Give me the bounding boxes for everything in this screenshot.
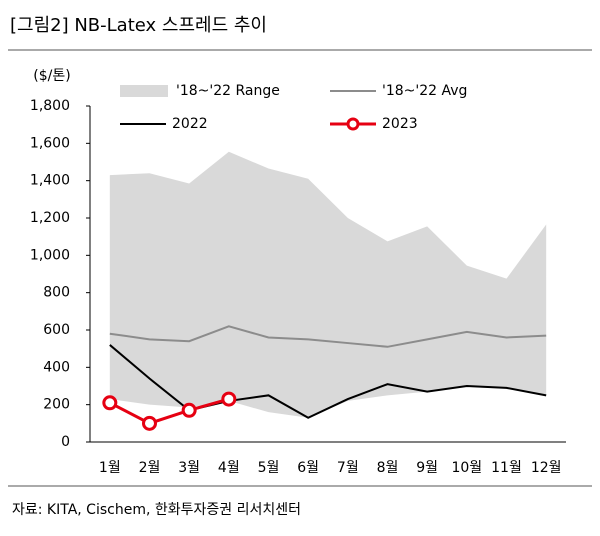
y-tick-label: 200	[43, 397, 70, 413]
point	[181, 402, 197, 418]
x-tick-label: 12월	[531, 460, 562, 476]
source: 자료: KITA, Cischem, 한화투자증권 리서치센터	[12, 502, 301, 518]
legend-swatch	[120, 85, 168, 97]
y-tick-label: 1,800	[30, 98, 70, 114]
x-tick-label: 9월	[416, 460, 438, 476]
y-tick-label: 1,400	[30, 173, 70, 189]
legend-label: '18~'22 Range	[176, 83, 280, 99]
x-tick-label: 2월	[139, 460, 161, 476]
point	[142, 415, 157, 431]
x-tick-label: 3월	[178, 460, 200, 476]
x-tick-label: 4월	[218, 460, 240, 476]
x-tick-label: 7월	[337, 460, 359, 476]
x-tick-label: 11월	[491, 460, 522, 476]
y-tick-label: 400	[43, 359, 70, 375]
x-tick-label: 8월	[377, 460, 399, 476]
range-area	[109, 151, 547, 418]
chart-title: [그림2] NB-Latex 스프레드 추이	[10, 15, 267, 36]
x-tick-label: 10월	[451, 460, 482, 476]
y-tick-label: 1,200	[30, 210, 70, 226]
y-axis-label: ($/톤)	[33, 68, 70, 84]
legend-label: 2022	[172, 116, 208, 132]
y-tick-label: 1,000	[30, 247, 70, 263]
point	[102, 395, 118, 411]
series-line	[109, 397, 230, 425]
y-tick-label: 800	[43, 285, 70, 301]
series-line	[109, 325, 547, 348]
y-tick-label: 600	[43, 322, 70, 338]
x-tick-label: 1월	[99, 460, 121, 476]
legend-label: '18~'22 Avg	[382, 83, 467, 99]
y-tick-label: 0	[61, 434, 70, 450]
series-line	[109, 344, 547, 419]
x-tick-label: 6월	[297, 460, 319, 476]
legend-label: 2023	[382, 116, 418, 132]
point	[221, 391, 237, 407]
y-tick-label: 1,600	[30, 135, 70, 151]
x-tick-label: 5월	[258, 460, 280, 476]
legend-marker	[346, 117, 360, 131]
